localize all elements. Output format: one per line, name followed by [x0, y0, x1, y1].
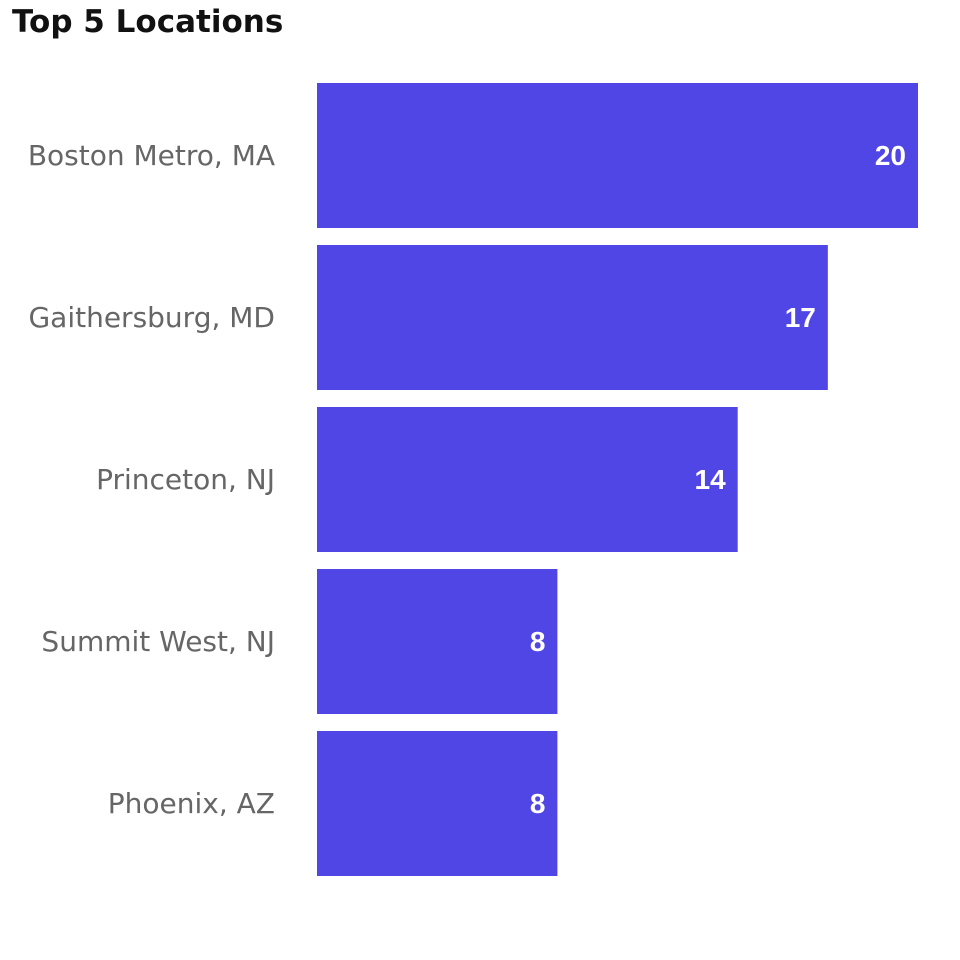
bars-group — [317, 83, 918, 876]
bar — [317, 731, 558, 876]
bar — [317, 569, 558, 714]
value-label: 20 — [875, 140, 906, 171]
chart-title: Top 5 Locations — [12, 4, 284, 40]
category-label: Gaithersburg, MD — [28, 301, 275, 334]
value-label: 8 — [530, 626, 546, 657]
bar — [317, 407, 738, 552]
bar — [317, 245, 828, 390]
bar — [317, 83, 918, 228]
category-label: Boston Metro, MA — [28, 139, 275, 172]
value-label: 8 — [530, 788, 546, 819]
value-label: 17 — [785, 302, 816, 333]
value-labels-group: 20 17 14 8 8 — [530, 140, 906, 819]
category-label: Summit West, NJ — [41, 625, 275, 658]
value-label: 14 — [695, 464, 727, 495]
category-label: Phoenix, AZ — [108, 787, 275, 820]
category-label: Princeton, NJ — [96, 463, 275, 496]
category-labels-group: Boston Metro, MA Gaithersburg, MD Princeto… — [28, 139, 275, 820]
